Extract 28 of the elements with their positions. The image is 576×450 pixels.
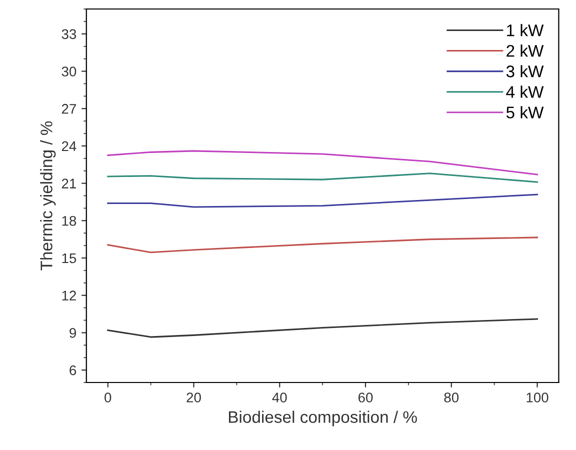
y-tick-label: 18: [62, 216, 76, 226]
line-series: [107, 236, 538, 254]
y-tick-label: 12: [62, 290, 76, 300]
y-tick-label: 9: [70, 328, 76, 338]
line-series: [107, 318, 538, 338]
line-series: [107, 150, 538, 176]
line-series: [107, 194, 538, 208]
y-tick-label: 21: [62, 178, 76, 188]
legend-label: 2 kW: [506, 44, 544, 57]
y-tick-label: 30: [62, 66, 76, 76]
y-tick-label: 6: [70, 365, 76, 376]
y-tick-label: 24: [62, 141, 76, 151]
legend-label: 1 kW: [507, 24, 544, 36]
y-axis-title: Thermic yielding / %: [40, 121, 56, 270]
x-tick-label: 60: [358, 392, 373, 402]
legend-label: 4 kW: [506, 86, 544, 98]
x-tick-label: 40: [272, 392, 287, 402]
x-tick-label: 100: [526, 392, 548, 402]
x-tick-label: 0: [104, 392, 112, 402]
legend-label: 3 kW: [506, 65, 544, 78]
y-tick-label: 27: [62, 104, 76, 114]
x-axis-title: Biodiesel composition / %: [228, 410, 417, 426]
y-tick-label: 33: [62, 29, 76, 40]
x-tick-label: 80: [444, 392, 459, 402]
line-series: [107, 172, 538, 183]
legend-label: 5 kW: [506, 106, 544, 118]
x-tick-label: 20: [186, 392, 201, 402]
y-tick-label: 15: [62, 253, 76, 264]
